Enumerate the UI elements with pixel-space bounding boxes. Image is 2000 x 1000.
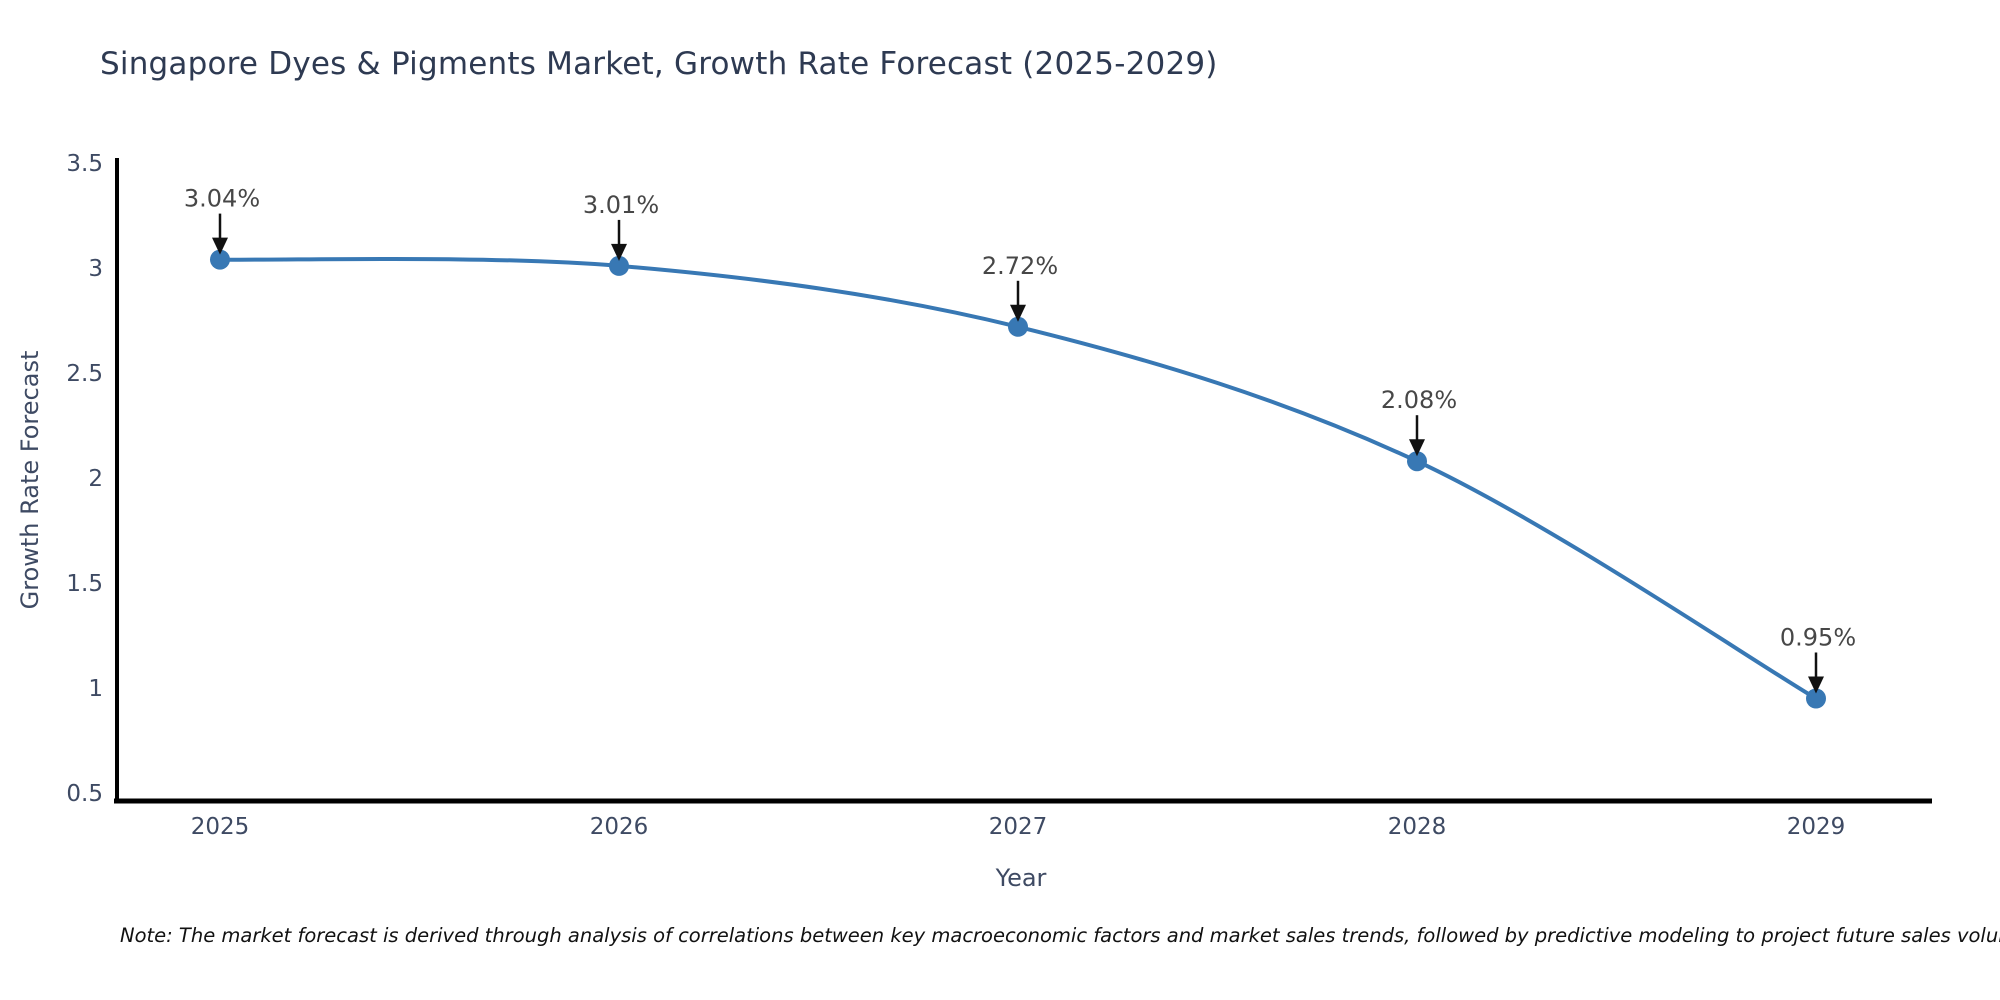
x-tick-label: 2026 [590, 814, 649, 840]
data-point-marker [1806, 688, 1826, 709]
data-point-label: 3.04% [184, 185, 260, 213]
chart-footnote: Note: The market forecast is derived thr… [120, 924, 2000, 947]
x-tick-label: 2025 [191, 814, 250, 840]
data-point-marker [210, 249, 230, 270]
y-tick-label: 2.5 [66, 361, 103, 387]
annotation-arrowhead [1010, 304, 1026, 322]
chart-title: Singapore Dyes & Pigments Market, Growth… [100, 46, 1218, 82]
y-tick-label: 3 [88, 256, 103, 282]
data-point-marker [1407, 451, 1427, 472]
data-point-label: 0.95% [1780, 624, 1856, 652]
y-tick-label: 2 [88, 466, 103, 492]
x-axis-title: Year [995, 864, 1047, 892]
annotation-arrowhead [212, 237, 228, 255]
y-axis-title: Growth Rate Forecast [16, 350, 44, 610]
y-tick-label: 0.5 [66, 781, 103, 807]
data-point-marker [1008, 316, 1028, 337]
data-point-label: 2.08% [1381, 386, 1457, 414]
data-point-label: 3.01% [583, 191, 659, 219]
x-tick-label: 2029 [1787, 814, 1846, 840]
x-tick-label: 2028 [1388, 814, 1447, 840]
annotation-arrowhead [1808, 676, 1824, 694]
y-tick-label: 1.5 [66, 571, 103, 597]
y-tick-label: 1 [88, 676, 103, 702]
y-tick-label: 3.5 [66, 151, 103, 177]
data-point-marker [609, 255, 629, 276]
data-point-label: 2.72% [982, 252, 1058, 280]
annotation-arrowhead [611, 243, 627, 261]
annotation-arrowhead [1409, 439, 1425, 457]
x-tick-label: 2027 [989, 814, 1048, 840]
